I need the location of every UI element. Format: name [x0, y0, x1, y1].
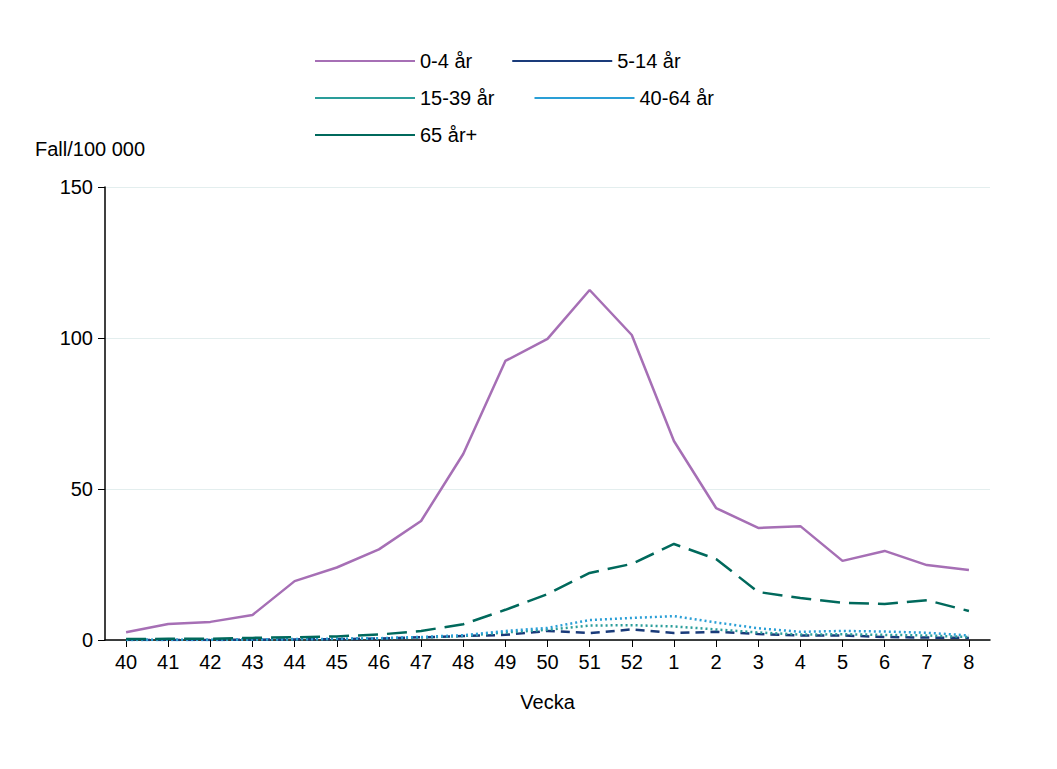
svg-text:Vecka: Vecka — [520, 691, 575, 713]
svg-text:45: 45 — [326, 651, 348, 673]
svg-text:1: 1 — [668, 651, 679, 673]
svg-text:0: 0 — [82, 629, 93, 651]
svg-text:50: 50 — [536, 651, 558, 673]
svg-text:15-39 år: 15-39 år — [420, 87, 495, 109]
svg-text:48: 48 — [452, 651, 474, 673]
svg-text:50: 50 — [71, 478, 93, 500]
svg-text:42: 42 — [199, 651, 221, 673]
svg-text:49: 49 — [494, 651, 516, 673]
svg-text:46: 46 — [368, 651, 390, 673]
svg-text:8: 8 — [963, 651, 974, 673]
svg-text:47: 47 — [410, 651, 432, 673]
svg-text:41: 41 — [157, 651, 179, 673]
svg-text:40-64 år: 40-64 år — [639, 87, 714, 109]
svg-text:44: 44 — [284, 651, 306, 673]
svg-text:100: 100 — [60, 327, 93, 349]
svg-text:3: 3 — [753, 651, 764, 673]
svg-text:6: 6 — [879, 651, 890, 673]
svg-text:2: 2 — [711, 651, 722, 673]
svg-text:52: 52 — [621, 651, 643, 673]
svg-text:51: 51 — [579, 651, 601, 673]
svg-text:Fall/100 000: Fall/100 000 — [35, 138, 145, 160]
svg-text:150: 150 — [60, 176, 93, 198]
svg-text:5: 5 — [837, 651, 848, 673]
svg-text:65 år+: 65 år+ — [420, 124, 477, 146]
svg-text:7: 7 — [921, 651, 932, 673]
svg-text:40: 40 — [115, 651, 137, 673]
svg-text:5-14 år: 5-14 år — [617, 50, 681, 72]
svg-text:0-4 år: 0-4 år — [420, 50, 473, 72]
svg-text:4: 4 — [795, 651, 806, 673]
svg-text:43: 43 — [241, 651, 263, 673]
